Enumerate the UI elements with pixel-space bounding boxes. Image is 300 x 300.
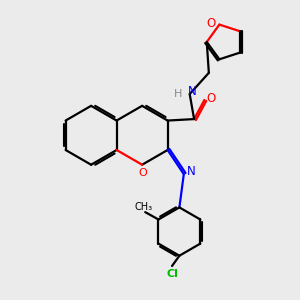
Text: N: N bbox=[188, 85, 197, 98]
Text: Cl: Cl bbox=[167, 269, 179, 279]
Text: O: O bbox=[138, 168, 147, 178]
Text: CH₃: CH₃ bbox=[135, 202, 153, 212]
Text: H: H bbox=[174, 89, 183, 99]
Text: O: O bbox=[206, 16, 216, 30]
Text: N: N bbox=[187, 165, 196, 178]
Text: O: O bbox=[206, 92, 215, 105]
